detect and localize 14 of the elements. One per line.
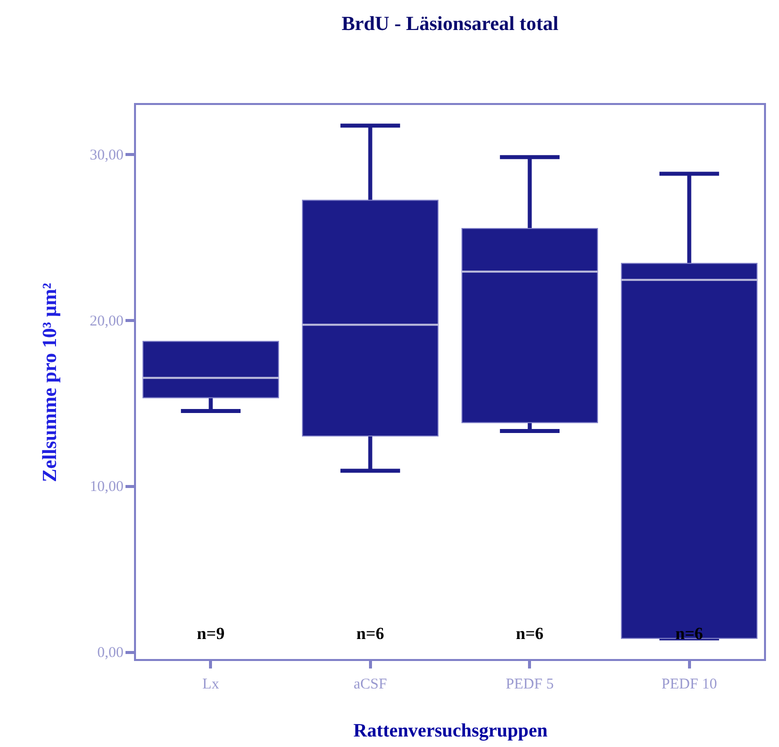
annotation: n=6 [516,624,544,643]
x-tick-label: aCSF [354,676,387,692]
annotation: n=6 [356,624,384,643]
y-tick-label: 20,00 [90,313,124,330]
x-axis-title: Rattenversuchsgruppen [353,720,548,742]
chart-title: BrdU - Läsionsareal total [342,13,559,35]
y-tick-label: 0,00 [97,645,124,662]
x-tick-label: PEDF 5 [506,676,554,692]
y-tick-label: 10,00 [90,479,124,496]
annotation: n=9 [196,624,225,643]
x-tick-label: Lx [202,676,220,692]
y-axis-title: Zellsumme pro 10³ µm² [38,282,61,482]
y-tick-label: 30,00 [90,147,124,164]
x-tick-label: PEDF 10 [662,676,717,692]
